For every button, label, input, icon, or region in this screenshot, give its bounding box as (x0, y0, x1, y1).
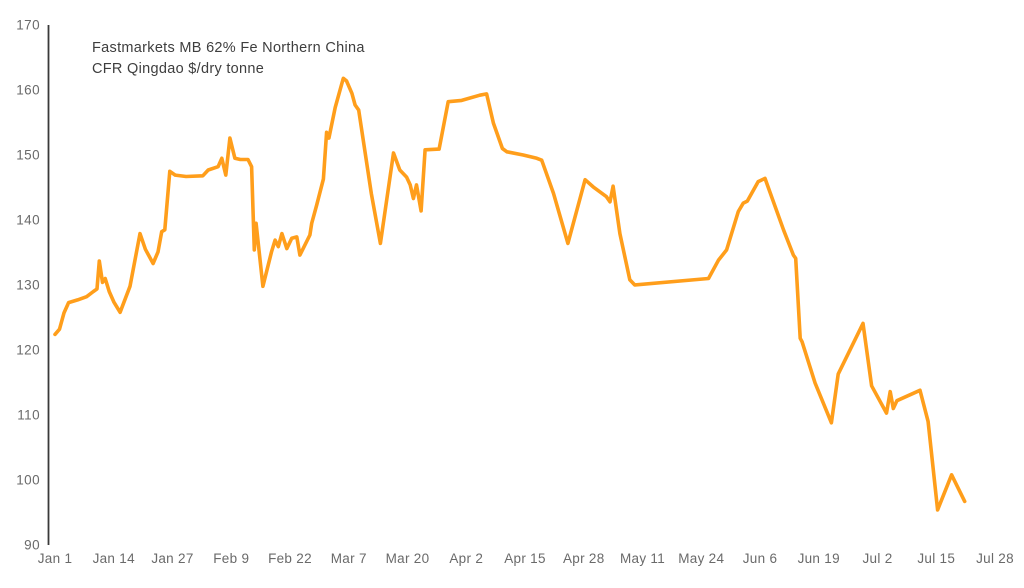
y-tick-label: 90 (24, 537, 40, 553)
x-tick-label: Feb 22 (268, 551, 312, 566)
y-tick-label: 140 (16, 212, 40, 228)
x-tick-label: Jun 6 (742, 551, 778, 566)
chart-title-line2: CFR Qingdao $/dry tonne (92, 61, 265, 77)
x-tick-label: Jan 27 (151, 551, 194, 566)
x-tick-label: Jan 14 (92, 551, 135, 566)
x-tick-label: Mar 7 (330, 551, 367, 566)
x-tick-label: Jul 2 (862, 551, 893, 566)
x-tick-label: Apr 2 (449, 551, 484, 566)
y-tick-label: 120 (16, 342, 40, 358)
x-tick-label: Jan 1 (37, 551, 73, 566)
x-tick-label: Mar 20 (385, 551, 430, 566)
y-tick-label: 130 (16, 277, 40, 293)
y-tick-label: 170 (16, 17, 40, 33)
x-tick-label: Jul 28 (976, 551, 1014, 566)
y-tick-label: 160 (16, 82, 40, 98)
x-tick-label: Jul 15 (917, 551, 956, 566)
x-tick-label: May 24 (678, 551, 725, 566)
x-tick-label: Apr 15 (504, 551, 546, 566)
chart-title-line1: Fastmarkets MB 62% Fe Northern China (92, 40, 365, 56)
x-tick-label: Jun 19 (797, 551, 840, 566)
price-line-series (53, 76, 967, 512)
y-tick-label: 150 (16, 147, 40, 163)
y-tick-label: 110 (17, 407, 40, 423)
x-tick-label: May 11 (619, 551, 666, 566)
x-tick-label: Feb 9 (213, 551, 250, 566)
chart-title: Fastmarkets MB 62% Fe Northern China CFR… (92, 38, 365, 80)
x-tick-label: Apr 28 (562, 551, 605, 566)
y-tick-label: 100 (16, 472, 40, 488)
